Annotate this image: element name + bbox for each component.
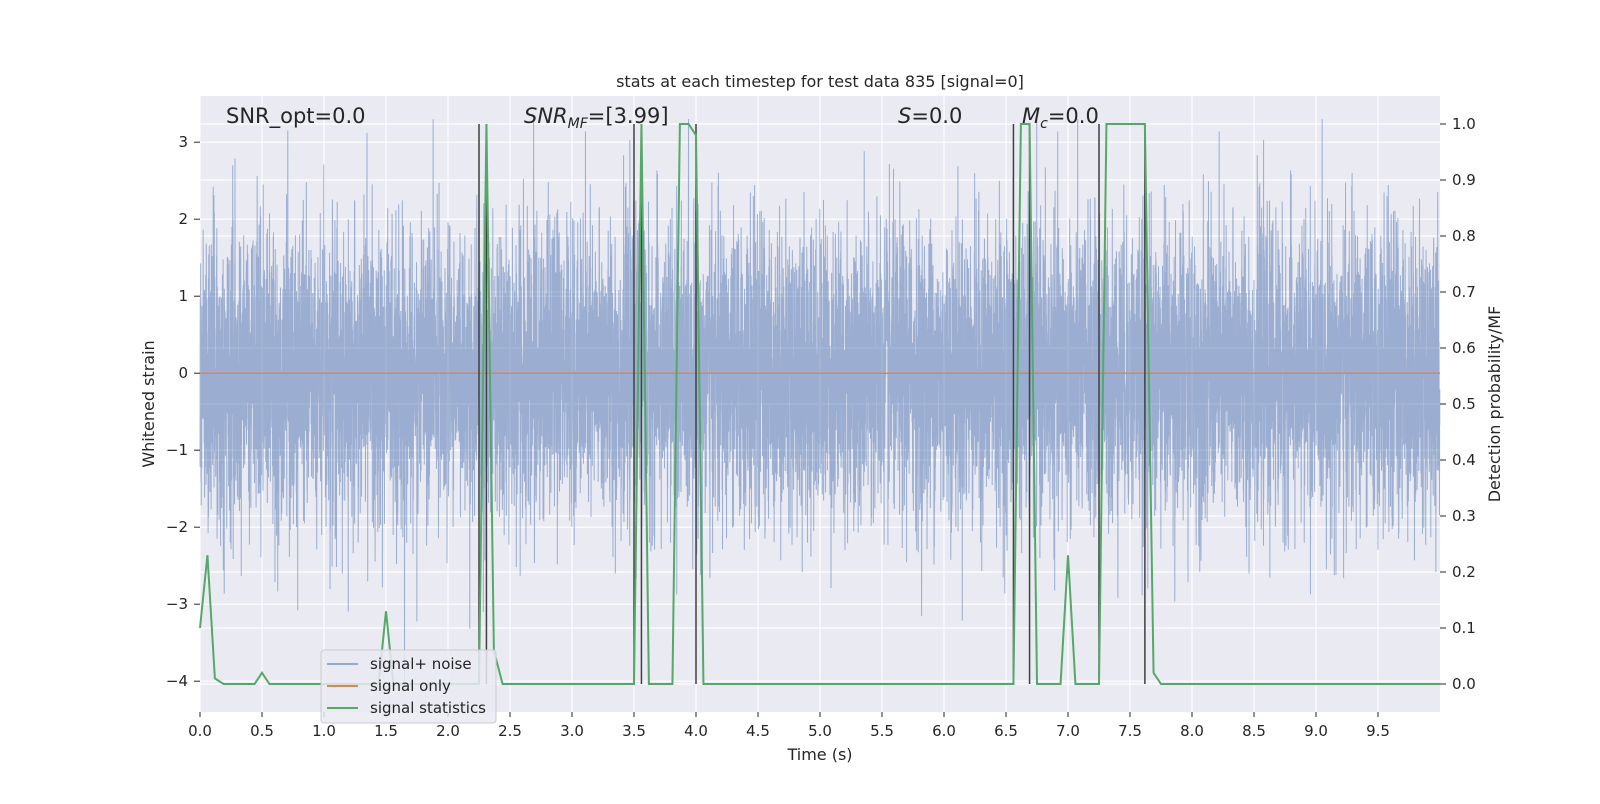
- y-left-tick-labels: 3 2 1 0 −1 −2 −3 −4: [166, 133, 200, 690]
- chart-title: stats at each timestep for test data 835…: [616, 72, 1024, 91]
- snr-mf-value: =[3.99]: [588, 104, 669, 128]
- y-right-tick-label: 0.2: [1452, 563, 1476, 581]
- x-tick-label: 3.5: [622, 722, 646, 740]
- mc-name: M: [1022, 104, 1040, 128]
- x-tick-label: 0.5: [250, 722, 274, 740]
- x-tick-label: 2.0: [436, 722, 460, 740]
- legend-label-signal: signal only: [370, 677, 451, 695]
- x-tick-label: 1.0: [312, 722, 336, 740]
- x-tick-label: 3.0: [560, 722, 584, 740]
- y-right-tick-label: 1.0: [1452, 115, 1476, 133]
- x-tick-label: 8.5: [1242, 722, 1266, 740]
- mc-subscript: c: [1040, 116, 1048, 132]
- s-name: S: [898, 104, 911, 128]
- y-left-axis-label: Whitened strain: [139, 340, 158, 467]
- x-tick-label: 6.0: [932, 722, 956, 740]
- y-right-tick-label: 0.1: [1452, 619, 1476, 637]
- y-right-tick-label: 0.0: [1452, 675, 1476, 693]
- y-right-axis-label: Detection probability/MF: [1485, 306, 1504, 503]
- y-left-tick-label: 3: [178, 133, 188, 151]
- x-axis-label: Time (s): [786, 745, 852, 764]
- y-right-tick-label: 0.9: [1452, 171, 1476, 189]
- x-tick-label: 8.0: [1180, 722, 1204, 740]
- noise-series: [199, 119, 1441, 682]
- x-tick-label: 4.5: [746, 722, 770, 740]
- x-tick-label: 4.0: [684, 722, 708, 740]
- y-right-tick-label: 0.8: [1452, 227, 1476, 245]
- x-tick-label: 7.0: [1056, 722, 1080, 740]
- signal-statistics-series: [199, 123, 1440, 685]
- snr-mf-annotation: SNRMF=[3.99]: [524, 104, 669, 132]
- noise-line: [199, 119, 1441, 682]
- y-left-tick-label: −3: [166, 595, 188, 613]
- y-right-tick-label: 0.6: [1452, 339, 1476, 357]
- x-tick-label: 2.5: [498, 722, 522, 740]
- s-value: =0.0: [911, 104, 962, 128]
- y-right-tick-labels: 1.0 0.9 0.8 0.7 0.6 0.5 0.4 0.3 0.2 0.1 0.0: [1440, 115, 1476, 693]
- x-tick-label: 1.5: [374, 722, 398, 740]
- legend-label-stats: signal statistics: [370, 699, 486, 717]
- x-tick-label: 0.0: [188, 722, 212, 740]
- legend-label-noise: signal+ noise: [370, 655, 472, 673]
- mc-annotation: Mc=0.0: [1022, 104, 1099, 132]
- x-tick-label: 7.5: [1118, 722, 1142, 740]
- y-left-tick-label: 0: [178, 364, 188, 382]
- snr-mf-name: SNR: [524, 104, 568, 128]
- y-right-tick-label: 0.7: [1452, 283, 1476, 301]
- legend: signal+ noise signal only signal statist…: [320, 649, 497, 724]
- vertical-markers: [478, 124, 1146, 684]
- x-tick-label: 5.0: [808, 722, 832, 740]
- y-left-tick-label: 2: [178, 210, 188, 228]
- legend-box: [320, 649, 497, 724]
- y-left-tick-label: −4: [166, 672, 188, 690]
- signal-statistics-line: [199, 123, 1440, 685]
- y-right-tick-label: 0.4: [1452, 451, 1476, 469]
- y-left-tick-label: −2: [166, 518, 188, 536]
- x-tick-label: 9.5: [1366, 722, 1390, 740]
- y-right-tick-label: 0.5: [1452, 395, 1476, 413]
- y-left-tick-label: −1: [166, 441, 188, 459]
- x-tick-label: 9.0: [1304, 722, 1328, 740]
- x-tick-labels: 0.0 0.5 1.0 1.5 2.0 2.5 3.0 3.5 4.0 4.5 5.0 5.5 6.0 6…: [188, 712, 1390, 740]
- s-annotation: S=0.0: [898, 104, 962, 128]
- x-tick-label: 6.5: [994, 722, 1018, 740]
- snr-opt-annotation: SNR_opt=0.0: [226, 104, 366, 129]
- y-right-tick-label: 0.3: [1452, 507, 1476, 525]
- snr-mf-subscript: MF: [568, 116, 589, 132]
- mc-value: =0.0: [1048, 104, 1099, 128]
- y-left-tick-label: 1: [178, 287, 188, 305]
- x-tick-label: 5.5: [870, 722, 894, 740]
